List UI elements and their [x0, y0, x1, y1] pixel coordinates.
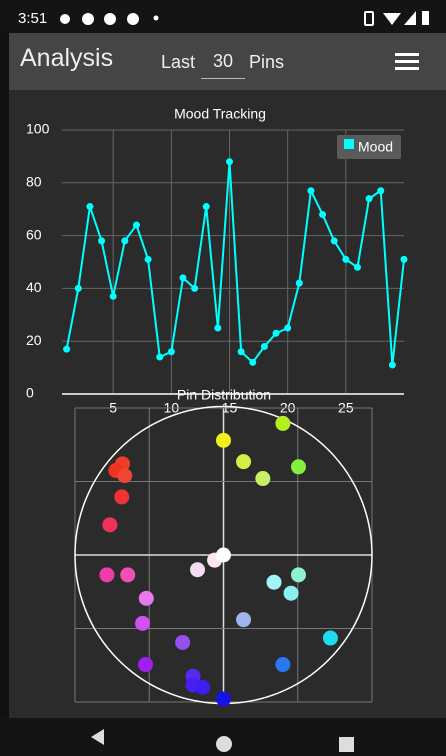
pin-point	[114, 489, 130, 505]
pin-point	[138, 590, 154, 606]
pin-point	[322, 630, 338, 646]
data-point	[214, 324, 222, 332]
data-point	[400, 255, 408, 263]
clock: 3:51	[18, 10, 48, 27]
y-tick-label: 80	[26, 174, 42, 190]
pin-point	[120, 567, 136, 583]
chart-title: Mood Tracking	[174, 106, 266, 122]
y-tick-label: 20	[26, 332, 42, 348]
data-point	[98, 237, 106, 245]
legend-swatch	[344, 139, 354, 149]
status-bar: 3:51	[0, 0, 446, 33]
pin-point	[135, 615, 151, 631]
pin-point	[283, 585, 299, 601]
data-point	[353, 263, 361, 271]
pin-point	[138, 657, 154, 673]
pin-point	[190, 562, 206, 578]
pin-point	[216, 432, 231, 448]
y-tick-label: 100	[26, 121, 50, 137]
data-point	[86, 203, 94, 211]
home-button[interactable]	[216, 736, 232, 752]
data-point	[330, 237, 338, 245]
pin-point	[236, 612, 252, 628]
data-point	[156, 353, 164, 361]
data-point	[167, 348, 175, 356]
back-button[interactable]	[91, 729, 104, 745]
nav-buttons	[91, 729, 354, 752]
pin-point	[275, 415, 291, 431]
data-point	[342, 255, 350, 263]
data-point	[121, 237, 129, 245]
data-point	[226, 158, 234, 166]
data-point	[249, 358, 257, 366]
recents-button[interactable]	[339, 737, 354, 752]
y-tick-label: 60	[26, 226, 42, 242]
pin-point	[102, 517, 118, 533]
app-bar: Analysis Last 30 Pins	[9, 33, 446, 90]
app-title: Analysis	[20, 44, 114, 72]
data-point	[260, 342, 268, 350]
legend-label: Mood	[358, 139, 393, 155]
data-point	[144, 255, 152, 263]
pin-point	[290, 567, 306, 583]
data-point	[179, 274, 187, 282]
data-point	[237, 348, 245, 356]
chart-title: Pin Distribution	[177, 387, 271, 403]
data-point	[74, 284, 82, 292]
label-pins: Pins	[249, 52, 285, 72]
pin-count-input[interactable]: 30	[201, 51, 245, 79]
pin-point	[216, 691, 231, 707]
pin-point	[175, 634, 191, 650]
data-point	[295, 279, 303, 287]
data-point	[377, 187, 385, 195]
data-point	[202, 203, 210, 211]
status-icons	[60, 11, 429, 26]
pin-point	[290, 459, 306, 475]
pin-point	[195, 679, 211, 695]
data-point	[109, 292, 117, 300]
menu-button[interactable]	[395, 52, 421, 72]
y-tick-label: 40	[26, 279, 42, 295]
y-tick-label: 0	[26, 385, 34, 401]
pin-point	[99, 567, 115, 583]
pin-point	[236, 454, 252, 470]
data-point	[63, 345, 71, 353]
data-point	[307, 187, 315, 195]
pin-point	[117, 468, 133, 484]
pin-point	[216, 547, 231, 563]
data-point	[365, 195, 373, 203]
data-point	[284, 324, 292, 332]
pin-point	[255, 471, 271, 487]
data-point	[272, 329, 280, 337]
pin-point	[266, 574, 282, 590]
data-point	[191, 284, 199, 292]
line-series	[65, 161, 405, 366]
data-point	[319, 210, 327, 218]
pin-point	[275, 657, 291, 673]
data-point	[388, 361, 396, 369]
label-last: Last	[161, 52, 196, 72]
nav-bar	[0, 718, 446, 756]
data-point	[132, 221, 140, 229]
